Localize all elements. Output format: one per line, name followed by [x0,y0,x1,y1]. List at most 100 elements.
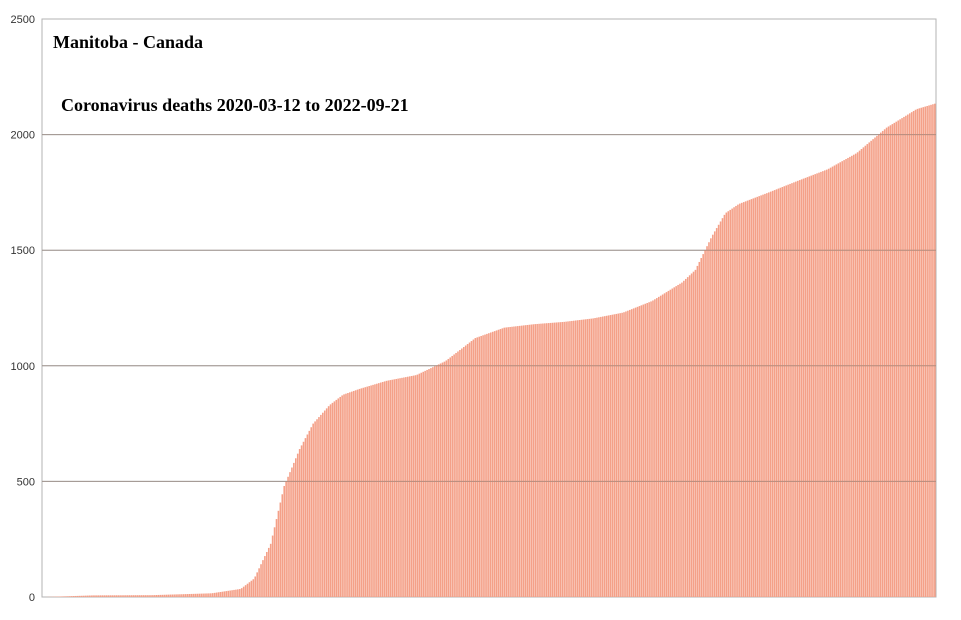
data-bar [275,519,278,597]
data-bar [484,334,486,597]
data-bar [503,327,506,597]
data-bar [617,313,620,597]
data-bar [399,378,401,597]
data-bar [194,593,197,597]
y-tick-label: 1000 [11,361,35,373]
y-tick-label: 1500 [11,245,35,257]
data-bar [171,594,174,597]
data-bar [123,595,125,597]
data-bar [642,304,645,597]
data-bar [501,328,504,597]
data-bar [598,317,600,597]
data-bar [196,593,199,597]
data-bar [231,590,233,597]
data-bar [341,395,343,597]
data-bar [717,224,720,597]
data-bar [779,187,782,597]
data-bar [260,564,262,597]
data-bar [111,595,114,597]
data-bar [335,399,338,597]
data-bar [625,311,627,597]
data-bar [673,287,676,597]
data-bar [748,199,751,598]
data-bar [659,295,662,597]
data-bar [603,316,606,597]
data-bar [563,321,565,597]
data-bar [84,595,87,597]
data-bar [814,174,816,597]
data-bar [215,592,218,597]
data-bar [573,320,575,597]
data-bar [211,593,214,597]
data-bar [138,595,141,597]
data-bar [455,352,457,597]
data-bar [657,296,660,597]
data-bar [781,187,784,597]
data-bar [696,265,699,597]
data-bar [567,321,569,597]
data-bar [441,362,444,597]
data-bar [841,161,843,597]
data-bar [223,591,226,597]
data-bar [710,238,712,598]
data-bar [574,320,577,597]
data-bar [80,595,83,597]
data-bar [522,325,525,597]
data-bar [880,132,882,597]
data-bar [478,336,481,597]
data-bar [78,595,81,597]
data-bar [210,593,212,597]
data-bar [410,375,413,597]
chart-subtitle: Coronavirus deaths 2020-03-12 to 2022-09… [61,95,409,115]
data-bar [930,104,932,597]
chart-title: Manitoba - Canada [53,32,203,52]
data-bar [451,355,453,597]
data-bar [495,330,498,597]
data-bar [190,593,193,597]
data-bar [806,177,809,598]
data-bar [876,135,878,597]
data-bar [517,326,519,597]
data-bar [88,595,90,597]
data-bar [235,589,237,597]
data-bar [822,171,824,597]
data-bar [316,419,318,597]
data-bar [542,323,544,597]
data-bar [277,510,280,597]
data-bar [914,109,917,597]
data-bar [530,324,533,597]
data-bar [474,338,477,597]
data-bar [644,303,647,597]
data-bar [462,347,465,597]
data-bar [406,376,409,597]
data-bar [756,196,759,597]
data-bar [681,282,683,597]
data-bar [667,290,670,597]
data-bar [320,414,322,597]
data-bar [457,351,459,597]
data-bar [175,594,177,597]
data-bar [318,417,320,597]
data-bar [741,202,743,597]
data-bar [858,150,861,597]
data-bar [924,106,927,597]
y-tick-label: 500 [17,476,35,488]
data-bar [623,312,625,597]
data-bar [619,313,621,597]
data-bar [152,595,154,597]
data-bar [557,322,560,597]
data-bar [105,595,108,597]
data-bar [134,595,137,597]
data-bar [584,319,587,597]
data-bar [856,152,859,597]
data-bar [540,323,542,597]
data-bar [611,314,614,597]
data-bar [146,595,148,597]
data-bar [283,486,285,597]
data-bar [167,594,170,597]
data-bar [661,294,664,597]
data-bar [155,595,158,597]
data-bar [847,157,849,597]
data-bar [418,373,421,597]
